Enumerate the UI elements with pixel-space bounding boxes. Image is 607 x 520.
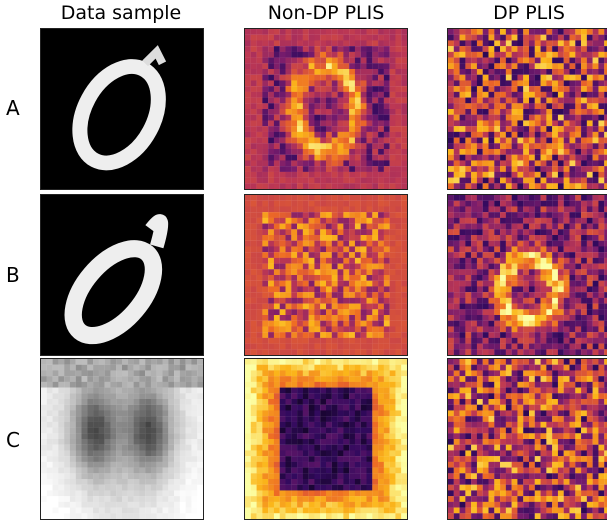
row-label-b: B: [6, 263, 20, 287]
column-title-data-sample: Data sample: [21, 2, 221, 24]
panel-b-dp: [447, 194, 607, 356]
panel-a-non-dp: [244, 28, 408, 190]
panel-a-data-sample: [40, 28, 204, 190]
panel-a-dp: [447, 28, 607, 190]
chest-xray-image: [41, 359, 203, 519]
panel-b-data-sample: [40, 194, 204, 356]
panel-c-non-dp: [244, 358, 408, 520]
digit-zero-image: [41, 29, 203, 189]
row-label-c: C: [6, 428, 20, 452]
row-label-a: A: [6, 96, 20, 120]
digit-zero-slanted-image: [41, 195, 203, 355]
heatmap-c-dp: [448, 359, 607, 519]
column-title-non-dp-plis: Non-DP PLIS: [226, 2, 426, 24]
panel-c-dp: [447, 358, 607, 520]
heatmap-b-non-dp: [245, 195, 407, 355]
heatmap-a-non-dp: [245, 29, 407, 189]
panel-c-data-sample: [40, 358, 204, 520]
column-title-dp-plis: DP PLIS: [429, 2, 607, 24]
heatmap-c-non-dp: [245, 359, 407, 519]
heatmap-a-dp: [448, 29, 607, 189]
panel-b-non-dp: [244, 194, 408, 356]
heatmap-b-dp: [448, 195, 607, 355]
